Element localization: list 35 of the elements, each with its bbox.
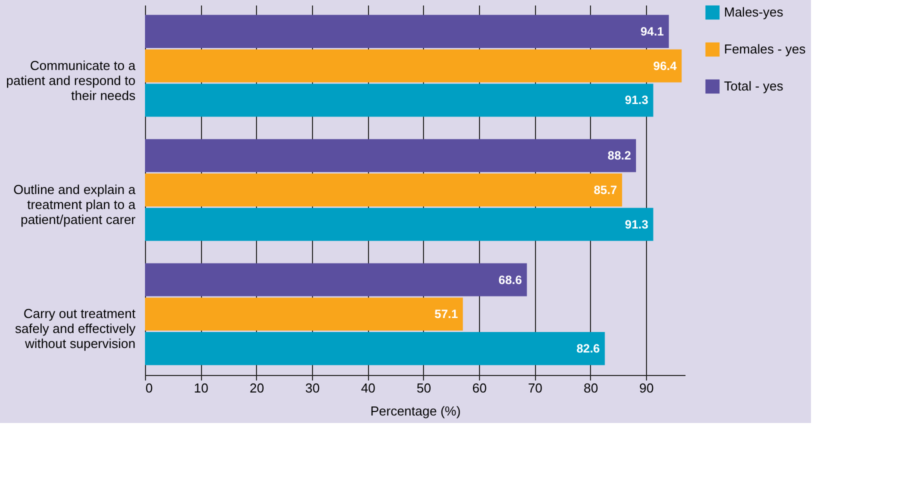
y-tick-label: Outline and explain a treatment plan to a patient/patient carer [13,182,136,227]
x-tick-label: 50 [416,380,432,396]
bar [145,332,605,366]
data-label: 57.1 [434,307,458,322]
data-label: 85.7 [594,183,618,197]
data-label: 68.6 [498,272,522,287]
bar [145,298,463,331]
data-label: 82.6 [576,342,600,356]
bar [145,84,654,117]
legend-label: Total - yes [724,78,784,94]
data-label: 94.1 [640,24,664,38]
legend-label: Females - yes [724,42,806,56]
bar [145,14,669,48]
bar [145,263,527,296]
x-tick-label: 30 [305,380,320,396]
x-tick-label: 0 [146,380,153,396]
bar [145,139,636,172]
y-tick-label: Carry out treatment safely and effectively without supervision [15,306,136,352]
x-tick-label: 70 [528,380,542,396]
y-tick-label: Communicate to a patient and respond to their needs [6,58,136,103]
x-tick-label: 90 [639,380,654,396]
bar [145,173,622,207]
x-tick-label: 20 [250,380,264,396]
data-label: 96.4 [653,58,677,73]
bar [145,208,654,241]
data-label: 91.3 [624,217,649,232]
data-label: 91.3 [624,93,649,108]
x-tick-label: 10 [194,380,208,396]
x-tick-label: 60 [472,380,487,396]
x-tick-label: 40 [360,380,376,396]
legend-label: Males-yes [724,4,784,20]
x-tick-label: 80 [584,380,598,396]
data-label: 88.2 [608,148,632,163]
bar [145,49,682,82]
x-axis-title: Percentage (%) [370,404,461,418]
